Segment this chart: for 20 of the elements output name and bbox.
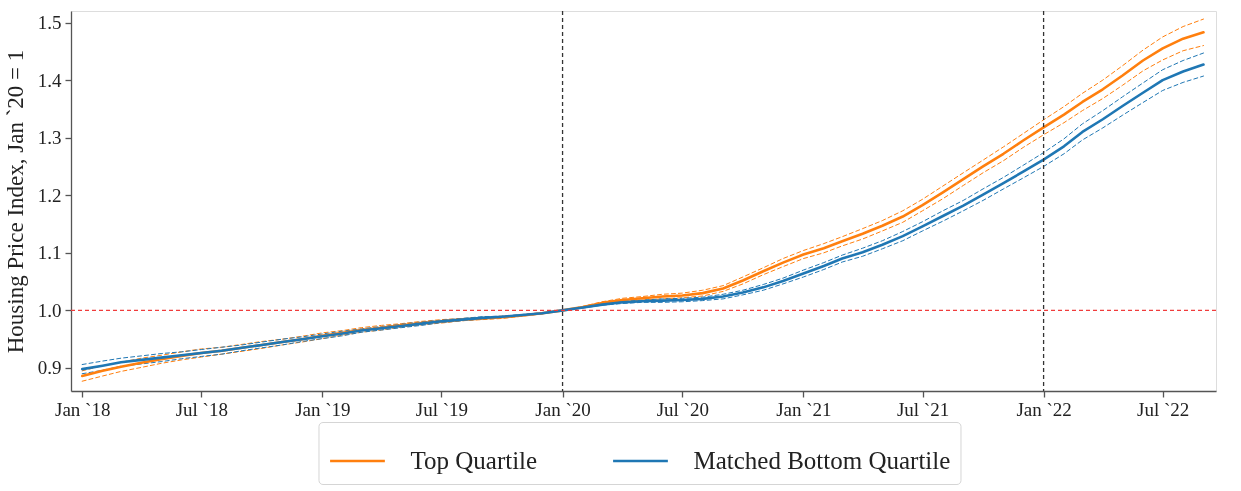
x-tick-label: Jan `22 <box>1016 398 1072 420</box>
y-tick-label: 1.5 <box>37 12 62 34</box>
y-tick-label: 1.0 <box>37 299 62 321</box>
x-tick-label: Jan `21 <box>776 398 832 420</box>
x-tick-label: Jul `19 <box>415 398 469 420</box>
legend-label: Matched Bottom Quartile <box>693 447 951 474</box>
x-tick-label: Jan `18 <box>54 398 111 420</box>
x-tick-label: Jul `18 <box>175 398 228 420</box>
y-tick-label: 1.4 <box>37 69 62 91</box>
x-tick-label: Jul `22 <box>1137 398 1190 420</box>
x-tick-label: Jul `21 <box>896 398 950 420</box>
y-tick-label: 1.1 <box>37 242 62 264</box>
y-tick-label: 0.9 <box>37 357 62 379</box>
y-axis-title: Housing Price Index, Jan `20 = 1 <box>2 49 28 354</box>
y-tick-label: 1.2 <box>37 184 62 206</box>
legend-label: Top Quartile <box>410 447 538 474</box>
y-tick-label: 1.3 <box>37 127 62 149</box>
x-tick-label: Jan `20 <box>535 398 591 420</box>
x-tick-label: Jul `20 <box>656 398 709 420</box>
x-tick-label: Jan `19 <box>295 398 351 420</box>
